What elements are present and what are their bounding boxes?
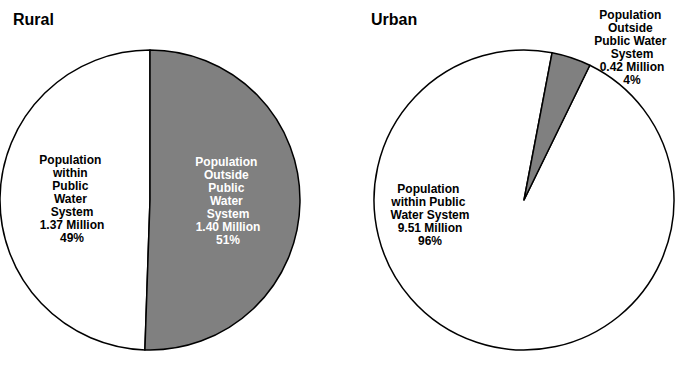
- svg-text:0.42 Million: 0.42 Million: [600, 60, 665, 74]
- svg-text:System: System: [611, 47, 654, 61]
- svg-text:Water: Water: [210, 194, 246, 208]
- svg-text:within: within: [52, 166, 91, 180]
- svg-text:9.51 Million: 9.51 Million: [398, 221, 463, 235]
- svg-text:4%: 4%: [623, 73, 641, 87]
- svg-text:System: System: [207, 207, 250, 221]
- svg-text:49%: 49%: [60, 231, 84, 245]
- svg-text:Urban: Urban: [371, 11, 417, 28]
- svg-text:Population: Population: [195, 155, 260, 169]
- svg-text:Public: Public: [52, 179, 91, 193]
- svg-text:Population: Population: [397, 182, 462, 196]
- svg-text:Population: Population: [39, 153, 104, 167]
- svg-text:Public: Public: [208, 181, 247, 195]
- svg-text:Rural: Rural: [13, 11, 54, 28]
- svg-text:1.37 Million: 1.37 Million: [40, 218, 105, 232]
- svg-text:Population: Population: [599, 8, 664, 22]
- svg-text:Public Water: Public Water: [594, 34, 670, 48]
- svg-text:51%: 51%: [216, 233, 240, 247]
- svg-text:Water System: Water System: [391, 208, 470, 222]
- svg-text:within Public: within Public: [390, 195, 468, 209]
- svg-text:System: System: [51, 205, 94, 219]
- svg-text:Outside: Outside: [204, 168, 252, 182]
- svg-text:1.40 Million: 1.40 Million: [196, 220, 261, 234]
- svg-text:Outside: Outside: [608, 21, 656, 35]
- svg-text:96%: 96%: [418, 234, 442, 248]
- svg-text:Water: Water: [54, 192, 90, 206]
